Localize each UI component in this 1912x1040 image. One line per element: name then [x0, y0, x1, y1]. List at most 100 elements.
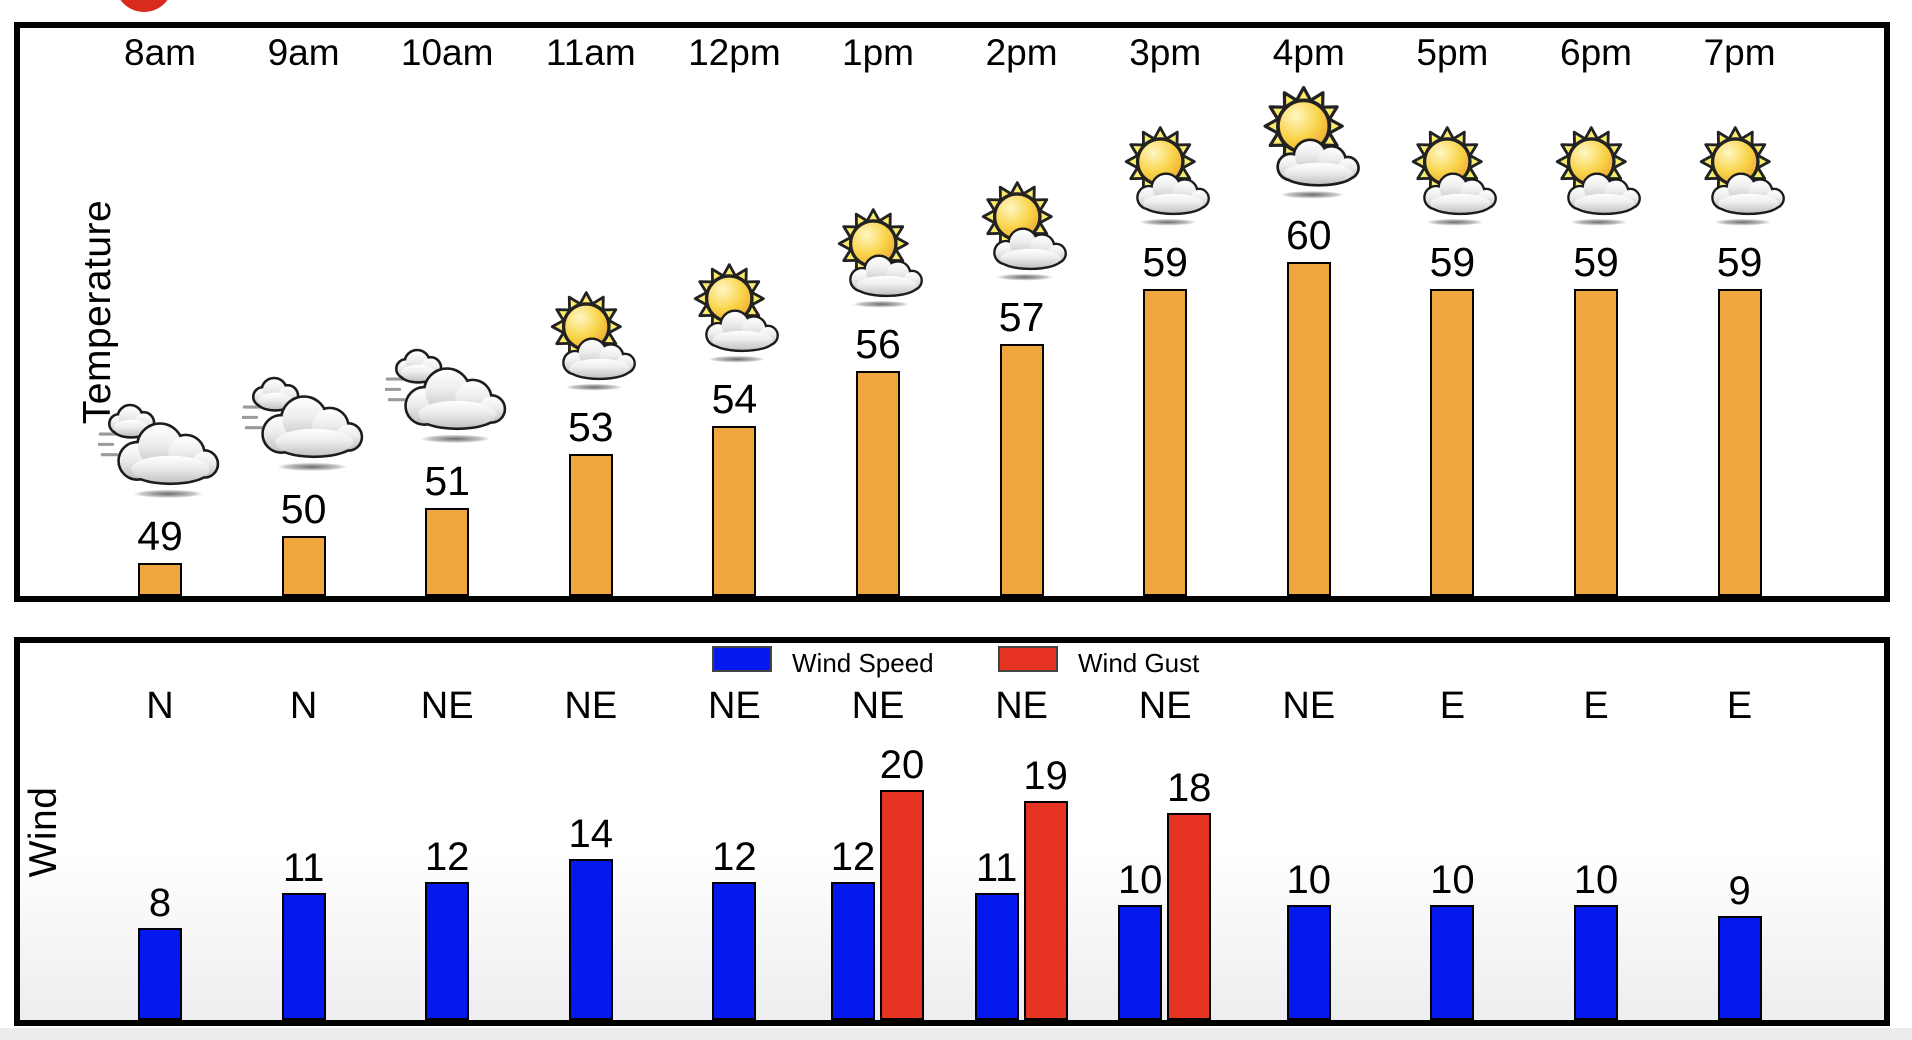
time-label: 7pm — [1703, 32, 1776, 73]
temperature-column: 8am 49 — [88, 28, 232, 596]
wind-speed-bar — [1574, 905, 1618, 1020]
wind-speed-value: 10 — [1573, 858, 1619, 902]
wind-direction-label: E — [1439, 685, 1466, 727]
wind-legend: Wind Speed Wind Gust — [20, 646, 1884, 680]
wind-gust-legend-label: Wind Gust — [1078, 648, 1200, 678]
wind-column: E 10 — [1380, 643, 1524, 1020]
wind-gust-value: 19 — [1023, 754, 1068, 798]
wind-speed-bar — [281, 893, 326, 1020]
temperature-value: 53 — [567, 404, 614, 450]
time-label: 6pm — [1560, 32, 1632, 73]
wind-speed-value: 9 — [1728, 869, 1751, 913]
temperature-value: 59 — [1142, 239, 1188, 285]
wind-direction-label: NE — [707, 685, 761, 727]
time-label: 9am — [267, 32, 340, 73]
temperature-value: 59 — [1573, 239, 1619, 285]
temperature-column: 12pm 54 — [662, 28, 806, 596]
partly-sunny-icon — [1688, 120, 1792, 231]
temperature-value: 57 — [998, 294, 1045, 340]
wind-speed-value: 11 — [975, 846, 1018, 890]
red-dot-decoration — [115, 0, 173, 12]
temperature-bar — [425, 508, 470, 596]
temperature-bar — [856, 371, 900, 596]
wind-speed-bar — [831, 882, 875, 1020]
wind-column: NE 10 — [1237, 643, 1381, 1020]
wind-speed-bar — [1717, 916, 1762, 1020]
wind-direction-label: NE — [851, 685, 905, 727]
temperature-column: 1pm 56 — [806, 28, 950, 596]
wind-gust-bar — [1023, 801, 1068, 1020]
wind-column: NE 10 18 — [1093, 643, 1237, 1020]
temperature-value: 56 — [855, 321, 901, 367]
temperature-column: 7pm 59 — [1668, 28, 1812, 596]
wind-speed-value: 8 — [148, 881, 172, 925]
wind-gust-bar — [880, 790, 924, 1020]
time-label: 1pm — [842, 32, 914, 73]
wind-speed-bar — [138, 928, 182, 1020]
wind-column: NE 12 20 — [806, 643, 950, 1020]
temperature-value: 54 — [711, 376, 758, 422]
wind-speed-legend-label: Wind Speed — [792, 648, 934, 678]
wind-gust-legend-swatch — [998, 646, 1058, 672]
temperature-value: 50 — [280, 486, 327, 532]
temperature-bar — [1286, 262, 1331, 596]
wind-axis-label: Wind — [22, 786, 65, 877]
wind-speed-value: 12 — [830, 835, 876, 879]
partly-sunny-icon — [970, 175, 1074, 286]
wind-speed-legend-swatch — [712, 646, 772, 672]
temperature-bar — [138, 563, 182, 596]
temperature-column: 10am 51 — [375, 28, 519, 596]
temperature-column: 2pm 57 — [950, 28, 1094, 596]
wind-speed-value: 10 — [1286, 858, 1332, 902]
wind-speed-bar — [425, 882, 470, 1020]
wind-speed-value: 14 — [568, 812, 614, 856]
wind-column: NE 12 — [375, 643, 519, 1020]
wind-speed-value: 10 — [1117, 858, 1163, 902]
wind-speed-bar — [1118, 905, 1163, 1020]
wind-speed-bar — [974, 893, 1019, 1020]
temperature-column: 6pm 59 — [1524, 28, 1668, 596]
time-label: 3pm — [1129, 32, 1202, 73]
wind-gust-value: 18 — [1166, 766, 1212, 810]
wind-direction-label: E — [1583, 685, 1609, 727]
partly-sunny-icon — [539, 285, 643, 396]
wind-speed-value: 12 — [712, 835, 757, 879]
temperature-panel: Temperature 8am 49 9am 50 10am 51 11am 53 12pm 54… — [14, 22, 1890, 602]
time-label: 11am — [545, 32, 636, 73]
wind-direction-label: NE — [420, 685, 474, 727]
temperature-bar — [1143, 289, 1188, 596]
wind-gust-value: 20 — [879, 743, 925, 787]
wind-speed-value: 12 — [424, 835, 470, 879]
time-label: 8am — [124, 32, 196, 73]
temperature-value: 49 — [137, 513, 183, 559]
temperature-bar — [1574, 289, 1618, 596]
partly-sunny-icon — [826, 202, 930, 313]
wind-panel: Wind Wind Speed Wind Gust N 8 N 11 NE 12 NE 14 N… — [14, 637, 1890, 1026]
partly-sunny-icon — [1113, 120, 1217, 231]
wind-direction-label: N — [146, 685, 174, 727]
wind-gust-bar — [1167, 813, 1212, 1020]
wind-column: NE 11 19 — [950, 643, 1094, 1020]
temperature-column: 3pm 59 — [1093, 28, 1237, 596]
wind-speed-bar — [1286, 905, 1331, 1020]
temperature-value: 59 — [1716, 239, 1763, 285]
wind-direction-label: NE — [564, 685, 618, 727]
wind-direction-label: E — [1726, 685, 1753, 727]
temperature-bar — [281, 536, 326, 596]
time-label: 10am — [400, 32, 494, 73]
temperature-bar — [1717, 289, 1762, 596]
time-label: 5pm — [1416, 32, 1489, 73]
wind-direction-label: NE — [1138, 685, 1192, 727]
cloudy-icon — [385, 342, 509, 450]
cloudy-icon — [98, 397, 222, 505]
wind-speed-value: 11 — [282, 846, 325, 890]
temperature-value: 51 — [424, 458, 470, 504]
wind-direction-label: NE — [1282, 685, 1336, 727]
partly-sunny-icon — [1400, 120, 1504, 231]
temperature-column: 4pm 60 — [1237, 28, 1381, 596]
temperature-bar — [712, 426, 757, 596]
partly-sunny-icon — [682, 257, 786, 368]
